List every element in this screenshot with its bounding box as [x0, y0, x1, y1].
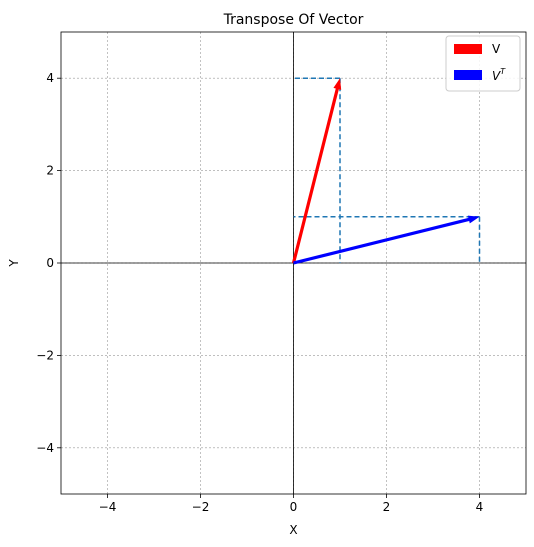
- legend-label-vt: VT: [492, 67, 506, 83]
- y-tick-label: −2: [36, 348, 54, 362]
- x-tick-label: 2: [383, 500, 391, 514]
- x-axis-label: X: [289, 523, 297, 537]
- x-tick-label: 4: [476, 500, 484, 514]
- y-tick-label: 4: [46, 71, 54, 85]
- y-tick-label: 2: [46, 164, 54, 178]
- legend-swatch-vt: [454, 70, 482, 80]
- y-axis-label: Y: [7, 259, 21, 268]
- chart-title: Transpose Of Vector: [223, 12, 364, 28]
- x-tick-label: 0: [290, 500, 298, 514]
- vector-arrow-vt: [293, 215, 480, 265]
- projection-lines: [293, 77, 481, 263]
- x-ticks: −4 −2 0 2 4: [99, 494, 484, 514]
- legend-swatch-v: [454, 44, 482, 54]
- y-ticks: −4 −2 0 2 4: [36, 71, 61, 455]
- vector-arrow-v: [291, 78, 342, 264]
- vectors: [291, 78, 480, 265]
- legend-label-v: V: [492, 42, 501, 56]
- x-tick-label: −4: [99, 500, 117, 514]
- legend: V VT: [445, 35, 521, 92]
- y-tick-label: 0: [46, 256, 54, 270]
- y-tick-label: −4: [36, 441, 54, 455]
- x-tick-label: −2: [192, 500, 210, 514]
